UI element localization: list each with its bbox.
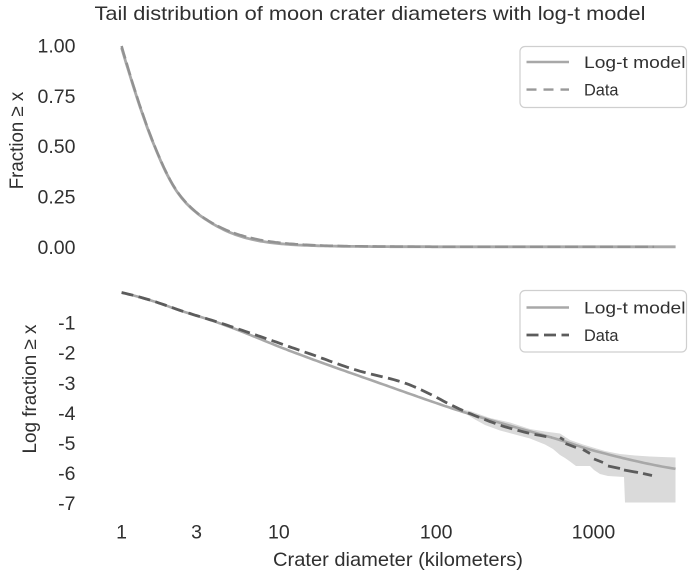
- svg-text:1000: 1000: [572, 522, 616, 544]
- svg-text:100: 100: [420, 522, 453, 544]
- svg-text:3: 3: [191, 522, 202, 544]
- svg-text:Crater diameter (kilometers): Crater diameter (kilometers): [273, 549, 523, 571]
- svg-text:-4: -4: [58, 403, 75, 425]
- svg-text:Log-t model: Log-t model: [584, 299, 686, 318]
- svg-text:-2: -2: [58, 343, 75, 365]
- svg-text:Tail distribution of moon crat: Tail distribution of moon crater diamete…: [95, 3, 646, 25]
- svg-text:Log-t model: Log-t model: [584, 53, 686, 72]
- svg-text:-1: -1: [58, 313, 75, 335]
- svg-text:1: 1: [116, 522, 127, 544]
- svg-text:Log fraction ≥ x: Log fraction ≥ x: [19, 324, 41, 453]
- svg-text:-6: -6: [58, 463, 75, 485]
- svg-text:0.00: 0.00: [38, 237, 76, 259]
- svg-text:Fraction ≥ x: Fraction ≥ x: [6, 92, 28, 190]
- svg-text:10: 10: [268, 522, 290, 544]
- svg-text:Data: Data: [584, 326, 619, 345]
- svg-text:0.25: 0.25: [38, 187, 76, 209]
- svg-text:-5: -5: [58, 433, 75, 455]
- svg-text:-7: -7: [58, 493, 75, 515]
- svg-text:Data: Data: [584, 81, 619, 100]
- svg-text:1.00: 1.00: [38, 36, 76, 58]
- svg-text:-3: -3: [58, 373, 75, 395]
- svg-text:0.75: 0.75: [38, 86, 76, 108]
- svg-text:0.50: 0.50: [38, 136, 76, 158]
